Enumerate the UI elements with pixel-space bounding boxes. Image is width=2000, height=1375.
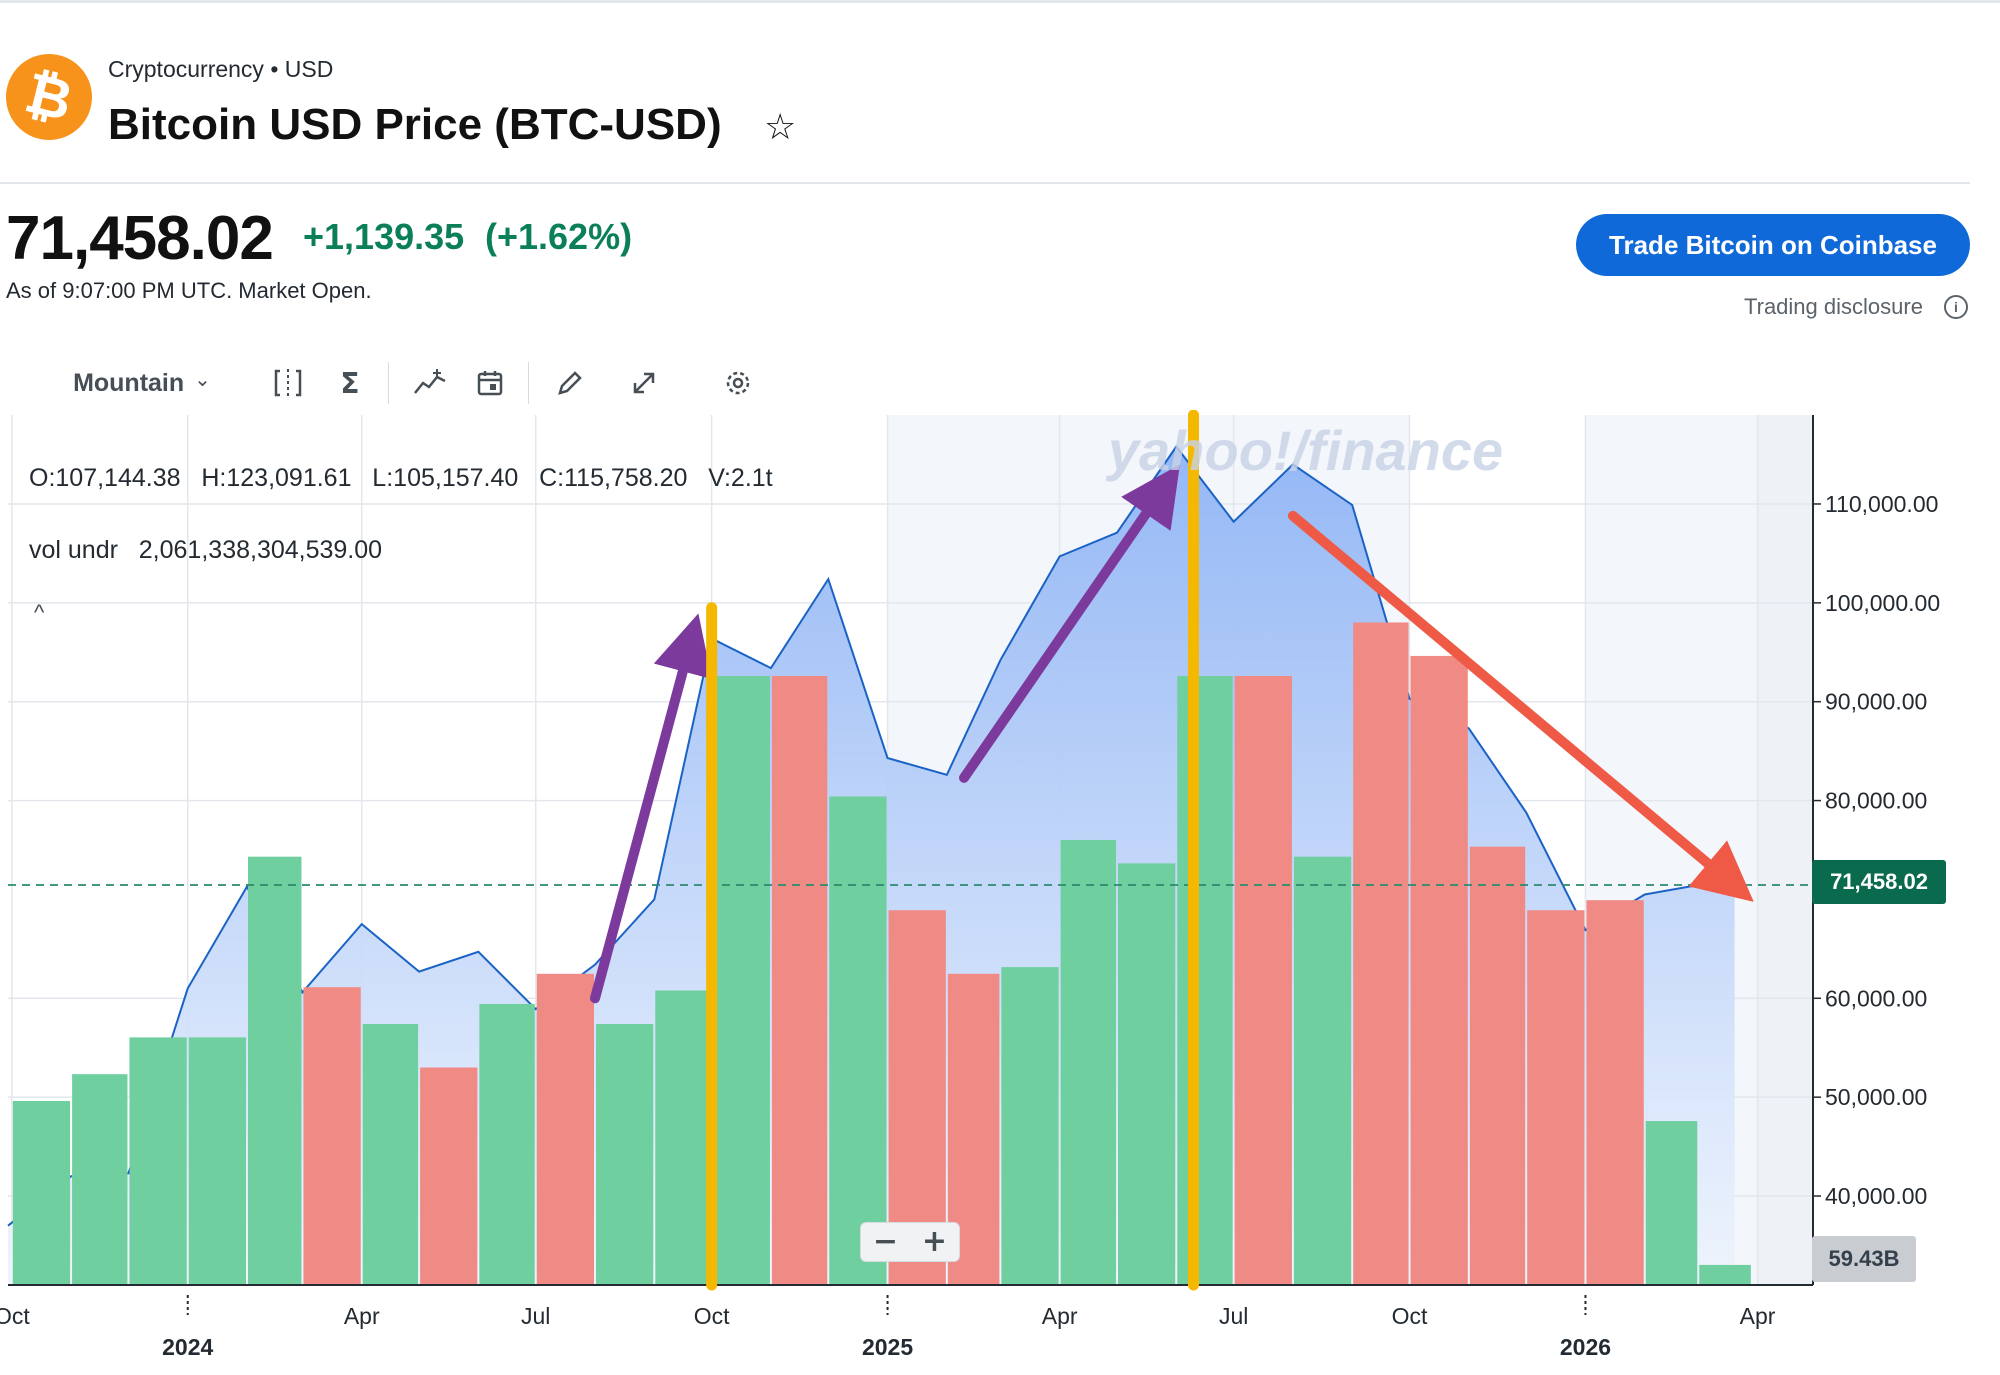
trade-bitcoin-button[interactable]: Trade Bitcoin on Coinbase <box>1576 214 1970 276</box>
x-tick-label: Oct <box>0 1303 30 1329</box>
chart-toolbar: Mountain ⌄ Σ <box>0 358 800 408</box>
annotation-arrow <box>959 464 1180 783</box>
volume-bar <box>829 796 887 1285</box>
trading-disclosure-link[interactable]: Trading disclosure <box>1744 294 1923 319</box>
toolbar-separator <box>528 362 529 404</box>
volume-bar <box>1177 676 1233 1285</box>
info-icon[interactable]: i <box>1944 295 1968 319</box>
page-title: Bitcoin USD Price (BTC-USD) <box>108 100 722 149</box>
volume-readout: vol undr 2,061,338,304,539.00 <box>29 536 383 564</box>
current-price-label: 71,458.02 <box>1812 860 1946 904</box>
zoom-in-button[interactable]: + <box>910 1223 959 1261</box>
price-change-percent: (+1.62%) <box>485 216 633 257</box>
volume-bar <box>1410 655 1468 1285</box>
volume-bar <box>362 1024 419 1285</box>
annotation-arrow <box>1287 510 1754 902</box>
zoom-controls: − + <box>860 1222 960 1262</box>
yahoo-finance-watermark: yahoo!/finance <box>1108 419 1504 482</box>
x-tick-label: Oct <box>694 1303 730 1329</box>
price-change: +1,139.35 <box>303 216 465 257</box>
volume-bar <box>1353 622 1409 1285</box>
fullscreen-expand-icon[interactable] <box>624 358 664 408</box>
toolbar-separator <box>388 362 389 404</box>
x-tick-label: Apr <box>1740 1303 1776 1329</box>
bitcoin-logo: ₿ <box>6 54 92 140</box>
volume-bar <box>303 987 361 1285</box>
volume-bar <box>248 856 302 1285</box>
y-tick-label: 50,000.00 <box>1825 1084 1927 1110</box>
annotation-arrow <box>590 613 712 1004</box>
volume-bar <box>1699 1264 1751 1285</box>
volume-bar <box>1469 846 1526 1285</box>
y-tick-label: 110,000.00 <box>1825 491 1938 517</box>
settings-gear-icon[interactable] <box>718 358 758 408</box>
asset-category: Cryptocurrency • USD <box>108 56 334 82</box>
trend-lines-icon[interactable] <box>410 358 450 408</box>
volume-bar <box>12 1100 71 1285</box>
chart-type-dropdown[interactable]: Mountain ⌄ <box>62 358 222 408</box>
x-tick-label: Jul <box>521 1303 550 1329</box>
price-line <box>7 444 1735 1227</box>
x-tick-label: Apr <box>344 1303 380 1329</box>
volume-bar <box>596 1024 654 1285</box>
x-tick-label: Jul <box>1219 1303 1248 1329</box>
y-tick-label: 60,000.00 <box>1825 985 1927 1011</box>
volume-bar <box>188 1037 247 1285</box>
volume-bar <box>771 676 828 1285</box>
volume-bar <box>1234 676 1292 1285</box>
watchlist-star-icon[interactable]: ☆ <box>764 106 797 147</box>
volume-bar <box>72 1074 128 1285</box>
x-year-label: 2024 <box>162 1334 213 1360</box>
compare-icon[interactable] <box>268 358 308 408</box>
shaded-band <box>1757 415 1813 1285</box>
volume-bar <box>1645 1121 1698 1285</box>
y-tick-label: 80,000.00 <box>1825 788 1927 814</box>
chevron-down-icon: ⌄ <box>194 368 211 391</box>
y-tick-label: 90,000.00 <box>1825 689 1927 715</box>
y-tick-label: 100,000.00 <box>1825 590 1940 616</box>
top-border <box>0 0 2000 3</box>
volume-bar <box>1527 910 1585 1285</box>
volume-bar <box>655 990 711 1285</box>
x-tick-label: Oct <box>1392 1303 1428 1329</box>
volume-bar <box>536 973 595 1285</box>
price-chart[interactable]: 110,000.00 100,000.00 90,000.00 80,000.00 60… <box>0 410 2000 1375</box>
indicators-sigma-icon[interactable]: Σ <box>340 366 360 400</box>
volume-bar <box>479 1003 535 1285</box>
volume-bar <box>712 676 770 1285</box>
x-year-label: 2025 <box>862 1334 913 1360</box>
ohlc-readout: O:107,144.38 H:123,091.61 L:105,157.40 C… <box>29 464 773 492</box>
volume-bar <box>1060 839 1117 1285</box>
x-year-label: 2026 <box>1560 1334 1611 1360</box>
volume-bar <box>1293 856 1352 1285</box>
header-divider <box>0 182 1970 184</box>
current-volume-label: 59.43B <box>1812 1236 1916 1282</box>
collapse-legend-icon[interactable]: ^ <box>34 600 45 625</box>
zoom-out-button[interactable]: − <box>861 1223 910 1261</box>
y-tick-label: 40,000.00 <box>1825 1183 1927 1209</box>
volume-bar <box>129 1037 187 1285</box>
market-status: As of 9:07:00 PM UTC. Market Open. <box>6 278 372 303</box>
draw-pencil-icon[interactable] <box>550 358 590 408</box>
volume-bar <box>1118 863 1176 1285</box>
calendar-icon[interactable] <box>470 358 510 408</box>
current-price: 71,458.02 <box>6 204 274 273</box>
volume-bar <box>1001 967 1059 1285</box>
volume-bar <box>1586 900 1644 1285</box>
x-tick-label: Apr <box>1042 1303 1078 1329</box>
chart-type-label: Mountain <box>73 368 185 397</box>
volume-bar <box>420 1067 478 1285</box>
